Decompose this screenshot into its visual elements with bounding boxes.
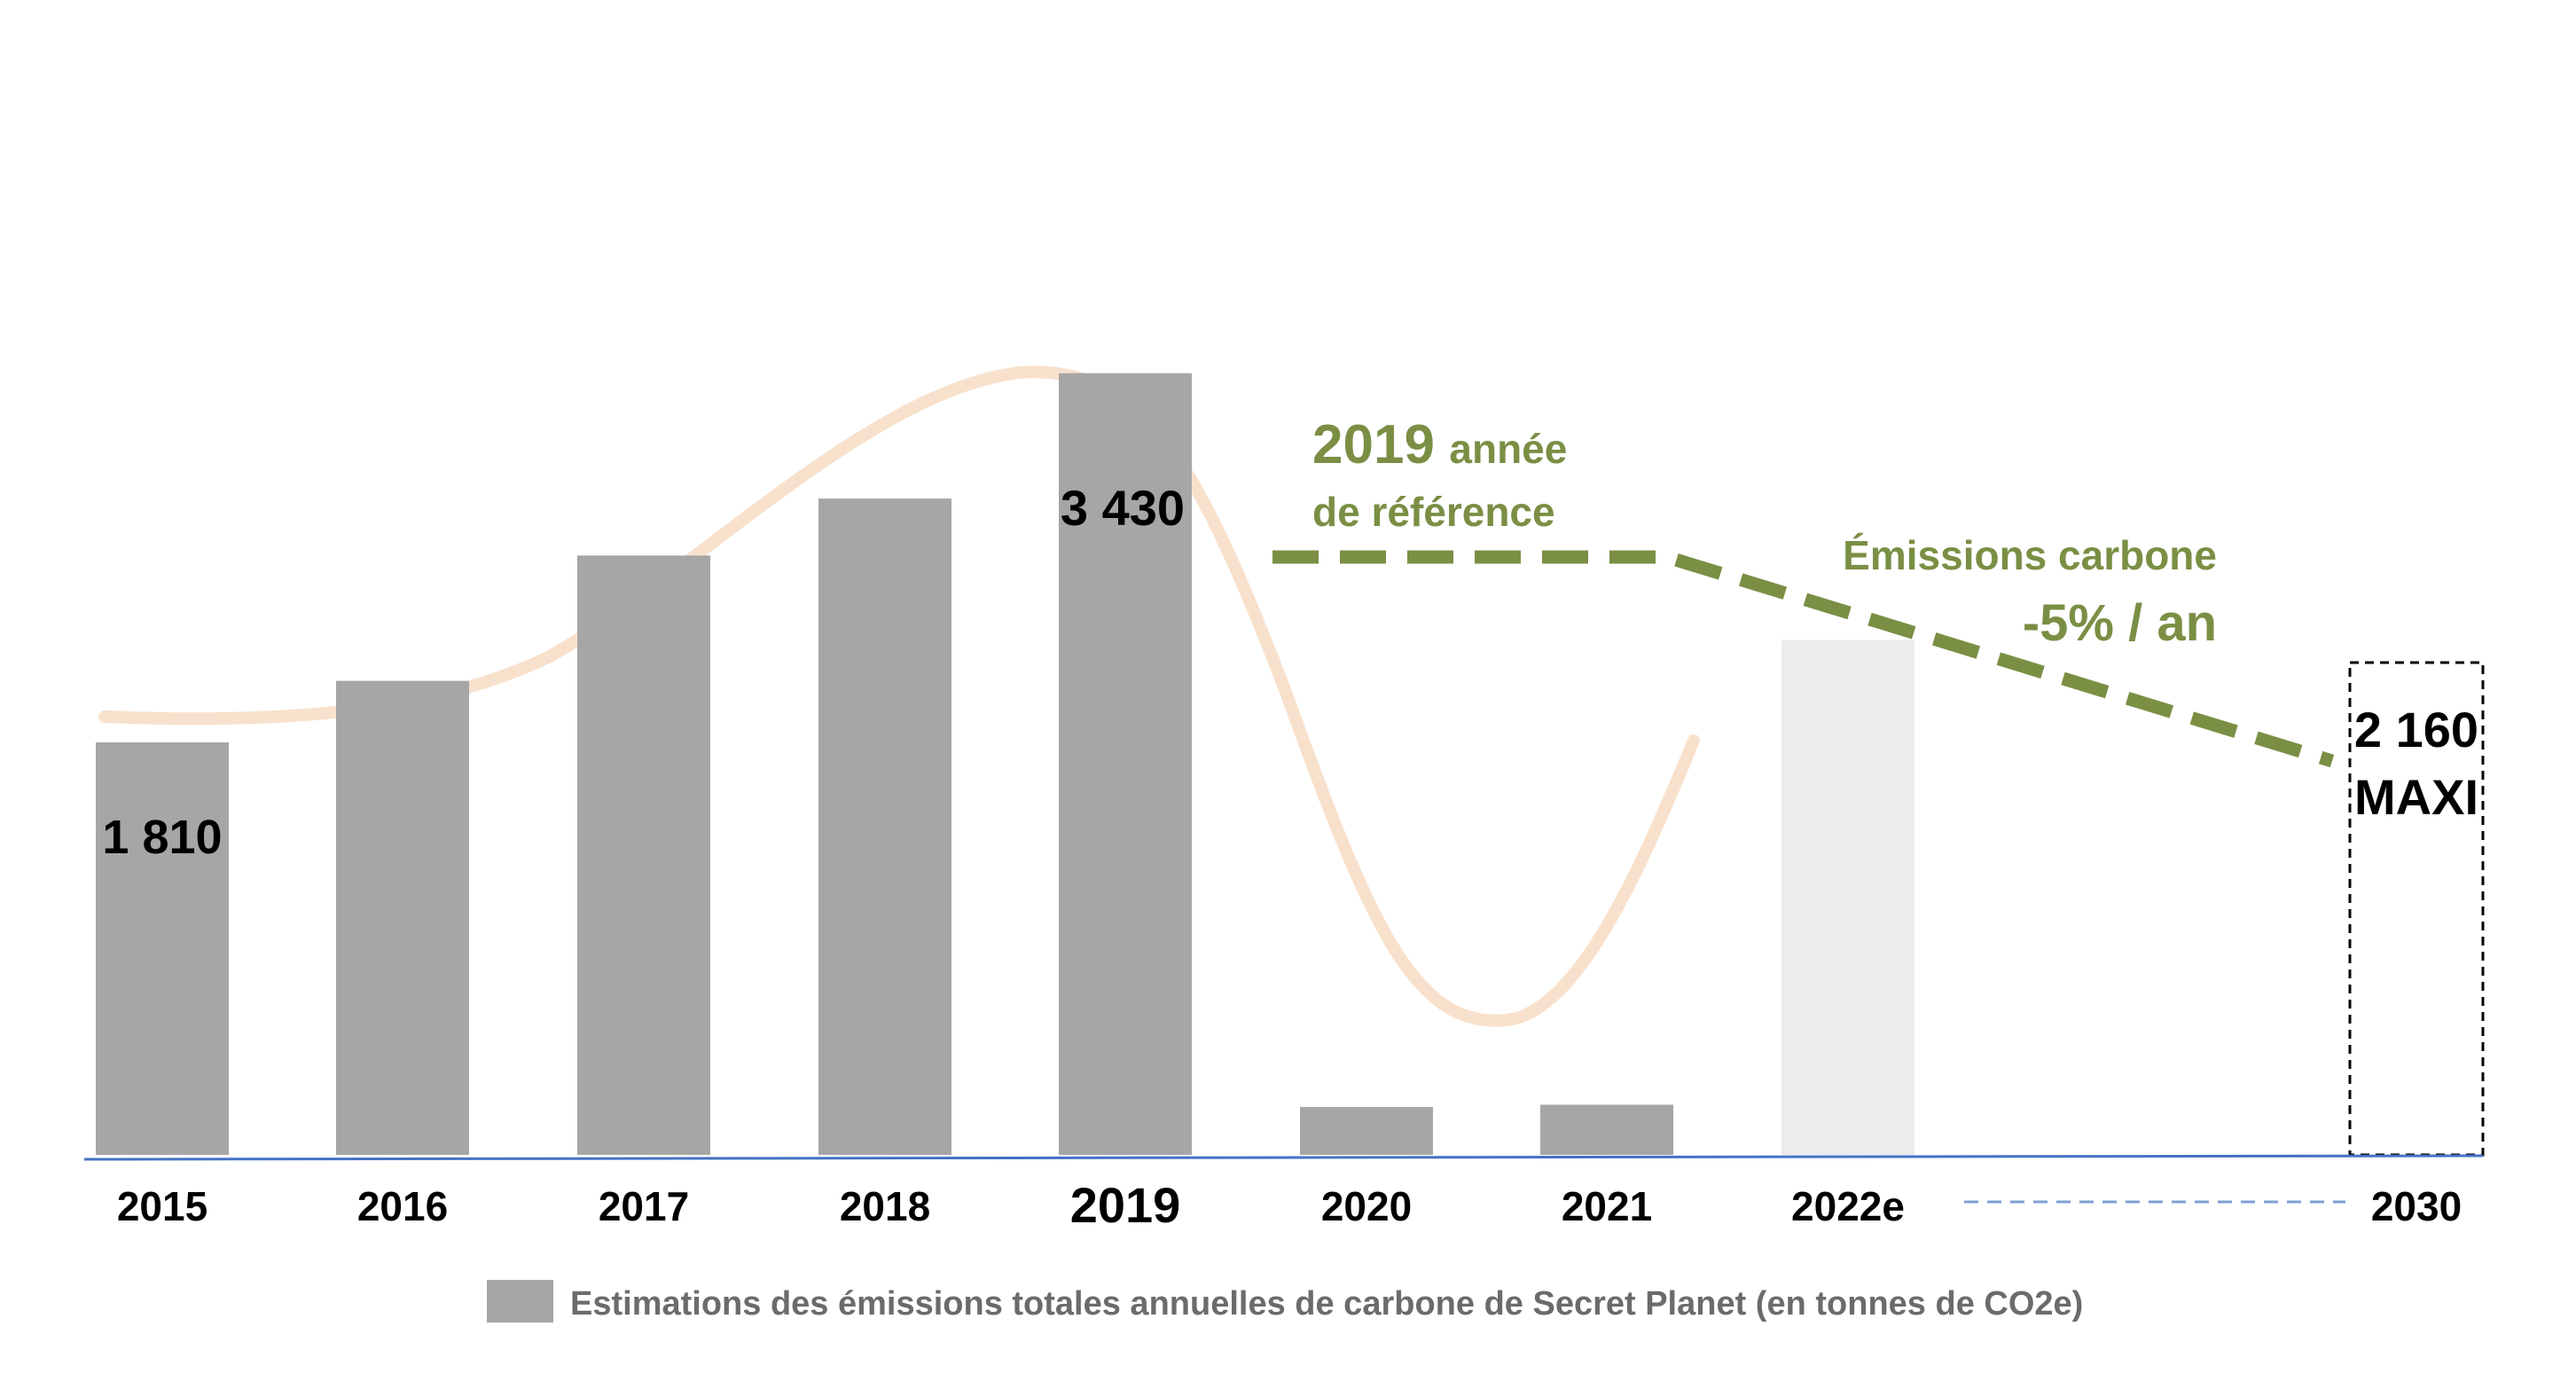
bar-2022e xyxy=(1781,640,1914,1155)
reference-year: 2019 xyxy=(1312,414,1435,475)
trend-rate: -5% / an xyxy=(2023,594,2217,652)
bar-2021 xyxy=(1540,1104,1673,1155)
x-tick-label-2019: 2019 xyxy=(1070,1177,1181,1233)
bar-2016 xyxy=(336,680,469,1155)
bar-2018 xyxy=(818,498,951,1155)
bar-2019 xyxy=(1059,373,1192,1155)
x-tick-labels: 2015 2016 2017 2018 2019 2020 2021 2022e 2030 xyxy=(117,1177,2462,1233)
value-label-2030: 2 160 xyxy=(2354,702,2478,757)
bar-2017 xyxy=(577,555,710,1155)
value-label-2015: 1 810 xyxy=(102,811,222,864)
legend-swatch xyxy=(487,1280,553,1322)
bars-group xyxy=(96,373,2485,1157)
legend-label: Estimations des émissions totales annuel… xyxy=(570,1285,2083,1322)
reference-text: année xyxy=(1449,426,1567,472)
x-tick-label-2016: 2016 xyxy=(357,1183,448,1229)
x-tick-label-2030: 2030 xyxy=(2371,1183,2462,1229)
x-tick-label-2017: 2017 xyxy=(599,1183,689,1229)
reference-text-2: de référence xyxy=(1312,489,1555,535)
x-axis-line xyxy=(83,1154,2484,1161)
reference-year-annotation: 2019 année xyxy=(1312,414,1567,475)
x-tick-label-2015: 2015 xyxy=(117,1183,207,1229)
trend-label: Émissions carbone xyxy=(1843,532,2217,578)
x-tick-label-2021: 2021 xyxy=(1562,1183,1652,1229)
x-tick-label-2020: 2020 xyxy=(1321,1183,1412,1229)
x-tick-label-2022e: 2022e xyxy=(1791,1183,1905,1229)
target-maxi-label: MAXI xyxy=(2354,769,2478,825)
bar-2015 xyxy=(96,742,229,1155)
bar-2020 xyxy=(1300,1107,1433,1155)
bar-2030 xyxy=(2348,661,2485,1157)
x-tick-label-2018: 2018 xyxy=(840,1183,930,1229)
value-label-2019: 3 430 xyxy=(1061,480,1185,536)
